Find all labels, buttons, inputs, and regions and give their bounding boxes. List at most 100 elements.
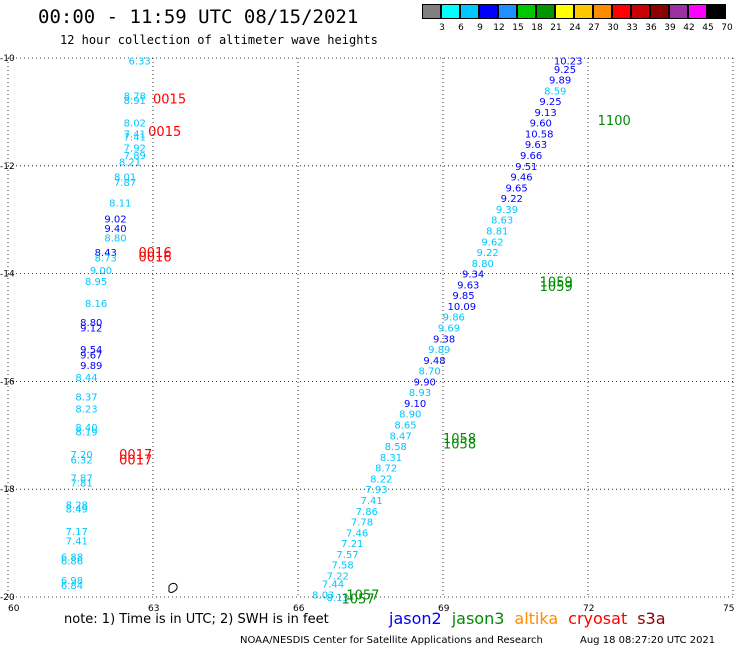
wave-height-label: 8.80 bbox=[104, 233, 126, 244]
wave-height-label: 9.22 bbox=[477, 248, 499, 259]
color-scale-label: 36 bbox=[645, 23, 657, 33]
wave-height-label: 7.89 bbox=[124, 151, 146, 162]
wave-height-label: 7.41 bbox=[124, 129, 146, 140]
wave-height-label: 9.39 bbox=[496, 205, 518, 216]
y-tick-label: -14 bbox=[0, 270, 15, 280]
wave-height-label: 8.28 bbox=[66, 500, 88, 511]
wave-height-label: 9.60 bbox=[530, 119, 552, 130]
wave-height-label: 8.16 bbox=[85, 299, 107, 310]
pass-time-label: 0016 bbox=[139, 246, 172, 261]
color-scale-label: 15 bbox=[512, 23, 524, 33]
color-swatch bbox=[574, 4, 593, 19]
wave-height-label: 6.86 bbox=[61, 556, 83, 567]
legend-item-cryosat: cryosat bbox=[568, 609, 628, 628]
wave-height-label: 7.41 bbox=[124, 133, 146, 144]
wave-height-label: 8.91 bbox=[124, 96, 146, 107]
wave-height-label: 8.65 bbox=[394, 421, 416, 432]
satellite-legend: jason2 jason3 altika cryosat s3a bbox=[389, 609, 676, 628]
credit-timestamp: Aug 18 08:27:20 UTC 2021 bbox=[580, 635, 716, 646]
wave-height-label: 8.72 bbox=[375, 464, 397, 475]
y-tick-label: -10 bbox=[0, 54, 15, 64]
wave-height-label: 9.12 bbox=[80, 324, 102, 335]
color-swatch bbox=[479, 4, 498, 19]
x-tick-label: 66 bbox=[293, 604, 305, 614]
wave-height-label: 9.22 bbox=[501, 194, 523, 205]
legend-item-jason3: jason3 bbox=[451, 609, 505, 628]
y-tick-label: -20 bbox=[0, 593, 15, 603]
wave-height-label: 9.02 bbox=[104, 215, 126, 226]
color-swatch bbox=[612, 4, 631, 19]
wave-height-label: 7.17 bbox=[66, 527, 88, 538]
wave-height-label: 8.44 bbox=[75, 373, 97, 384]
wave-height-label: 10.23 bbox=[554, 57, 583, 68]
wave-height-label: 8.31 bbox=[380, 453, 402, 464]
pass-time-label: 0015 bbox=[153, 92, 186, 107]
color-scale-label: 21 bbox=[550, 23, 562, 33]
wave-height-label: 9.38 bbox=[433, 334, 455, 345]
legend-item-jason2: jason2 bbox=[389, 609, 442, 628]
wave-height-label: 10.09 bbox=[448, 302, 477, 313]
wave-height-label: 8.78 bbox=[124, 92, 146, 103]
wave-height-label: 7.58 bbox=[332, 561, 354, 572]
color-swatch bbox=[498, 4, 517, 19]
wave-height-label: 8.49 bbox=[66, 505, 88, 516]
wave-height-label: 6.84 bbox=[61, 581, 83, 592]
wave-height-label: 7.87 bbox=[114, 178, 136, 189]
color-swatch bbox=[650, 4, 669, 19]
x-tick-label: 69 bbox=[438, 604, 450, 614]
pass-time-label: 1059 bbox=[540, 276, 573, 291]
credit-text: NOAA/NESDIS Center for Satellite Applica… bbox=[240, 635, 543, 646]
y-tick-label: -18 bbox=[0, 485, 15, 495]
color-swatch bbox=[441, 4, 460, 19]
pass-time-label: 0017 bbox=[119, 454, 152, 469]
pass-time-label: 1100 bbox=[598, 114, 631, 129]
wave-height-label: 9.54 bbox=[80, 345, 102, 356]
wave-height-label: 8.73 bbox=[95, 253, 117, 264]
wave-height-label: 9.85 bbox=[452, 291, 474, 302]
wave-height-label: 7.87 bbox=[71, 473, 93, 484]
color-scale-label: 33 bbox=[626, 23, 638, 33]
pass-time-label: 0015 bbox=[148, 125, 181, 140]
wave-height-label: 8.43 bbox=[95, 248, 117, 259]
wave-height-label: 9.25 bbox=[554, 65, 576, 76]
wave-height-label: 10.58 bbox=[525, 129, 554, 140]
wave-height-label: 8.90 bbox=[399, 410, 421, 421]
color-swatch bbox=[536, 4, 555, 19]
wave-height-label: 8.47 bbox=[390, 431, 412, 442]
island-icon bbox=[168, 582, 178, 593]
wave-height-label: 9.69 bbox=[438, 324, 460, 335]
color-scale-label: 18 bbox=[531, 23, 543, 33]
wave-height-label: 8.02 bbox=[124, 119, 146, 130]
wave-height-label: 8.13 bbox=[327, 593, 349, 604]
wave-height-label: 8.81 bbox=[486, 226, 508, 237]
wave-height-label: 9.10 bbox=[404, 399, 426, 410]
x-tick-label: 75 bbox=[723, 604, 734, 614]
color-scale-label: 30 bbox=[607, 23, 619, 33]
wave-height-label: 8.03 bbox=[312, 590, 334, 601]
wave-height-label: 6.33 bbox=[129, 57, 151, 68]
wave-height-label: 9.46 bbox=[510, 173, 532, 184]
wave-height-label: 8.21 bbox=[119, 157, 141, 168]
color-swatch bbox=[669, 4, 688, 19]
wave-height-label: 9.40 bbox=[104, 224, 126, 235]
wave-height-label: 7.46 bbox=[346, 528, 368, 539]
wave-height-label: 6.32 bbox=[71, 456, 93, 467]
wave-height-label: 6.98 bbox=[61, 576, 83, 587]
pass-time-label: 0016 bbox=[139, 250, 172, 265]
color-scale-label: 42 bbox=[683, 23, 695, 33]
wave-height-label: 9.62 bbox=[481, 237, 503, 248]
wave-height-label: 9.89 bbox=[80, 361, 102, 372]
wave-height-label: 9.63 bbox=[525, 140, 547, 151]
wave-height-label: 7.41 bbox=[361, 496, 383, 507]
color-scale-label: 3 bbox=[439, 23, 445, 33]
color-scale-label: 70 bbox=[721, 23, 733, 33]
wave-height-label: 9.13 bbox=[535, 108, 557, 119]
color-scale-label: 24 bbox=[569, 23, 581, 33]
pass-time-label: 0017 bbox=[119, 448, 152, 463]
x-tick-label: 72 bbox=[583, 604, 594, 614]
wave-height-label: 9.65 bbox=[506, 183, 528, 194]
pass-time-label: 1059 bbox=[540, 280, 573, 295]
pass-time-label: 1057 bbox=[346, 588, 379, 603]
page-subtitle: 12 hour collection of altimeter wave hei… bbox=[60, 33, 378, 47]
